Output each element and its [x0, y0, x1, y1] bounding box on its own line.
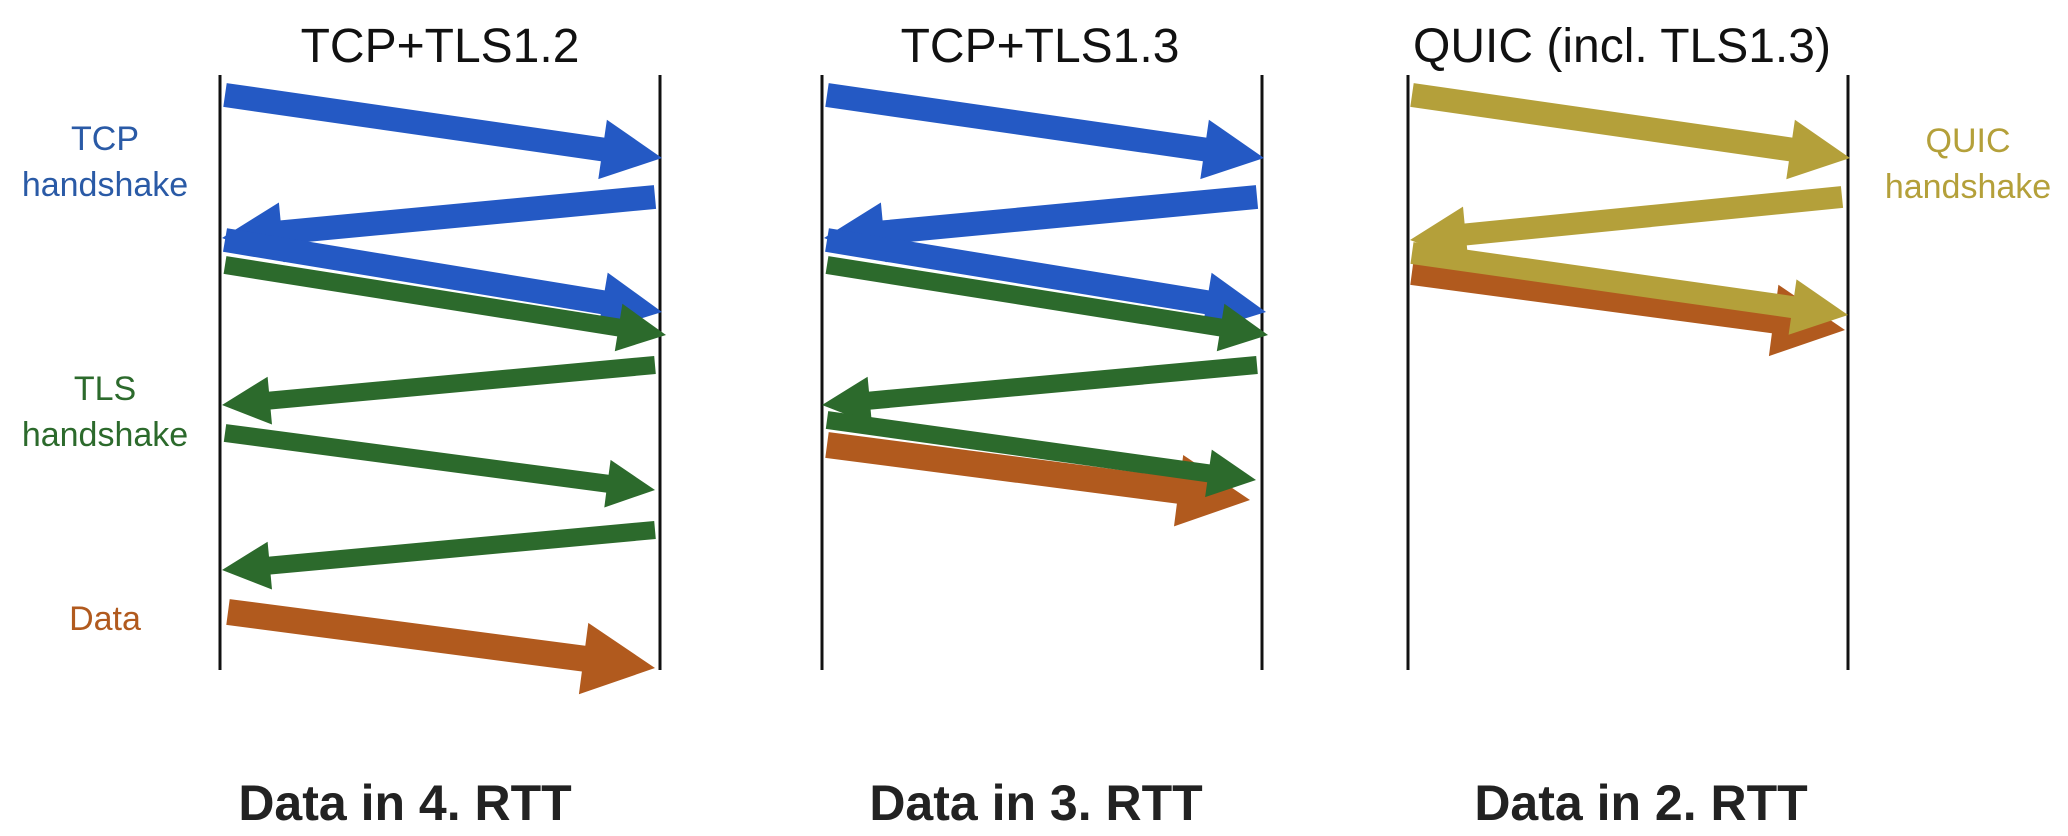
arrow-col2-msg7-tls-right [825, 411, 1256, 498]
column-title-quic: QUIC (incl. TLS1.3) [1413, 20, 1831, 73]
arrow-col1-msg2-tcp-left [222, 185, 657, 263]
timelines [218, 75, 1850, 670]
tcp-handshake-label: TCP handshake [22, 120, 188, 204]
message-arrows [222, 83, 1850, 695]
arrow-col3-msg1-quic-right [1410, 83, 1850, 180]
arrow-col1-msg5-tls-left [222, 356, 656, 425]
tls-handshake-label-line1: TLS [74, 370, 136, 408]
arrow-col1-msg7-tls-left [222, 521, 656, 590]
tls-handshake-label: TLS handshake [22, 370, 188, 454]
arrow-col2-msg4-tls-right [825, 256, 1268, 352]
arrow-col2-msg2-tcp-left [824, 185, 1259, 263]
quic-handshake-label: QUIC handshake [1885, 122, 2051, 206]
arrow-col1-msg4-tls-right [223, 256, 666, 352]
tcp-handshake-label-line1: TCP [71, 120, 139, 158]
caption-tcp-tls12: Data in 4. RTT [238, 775, 571, 831]
arrow-col3-msg3-data-right [1410, 259, 1845, 357]
caption-quic: Data in 2. RTT [1474, 775, 1807, 831]
data-label: Data [69, 600, 141, 638]
quic-handshake-label-line2: handshake [1885, 168, 2051, 206]
arrow-col1-msg1-tcp-right [223, 83, 663, 180]
arrow-col1-msg6-tls-right [223, 424, 656, 508]
arrow-col2-msg3-tcp-right [825, 228, 1266, 332]
column-title-tcp-tls13: TCP+TLS1.3 [901, 20, 1180, 73]
arrow-col2-msg5-tls-left [822, 356, 1258, 425]
arrow-col3-msg4-quic-right [1410, 242, 1848, 335]
quic-handshake-label-line1: QUIC [1926, 122, 2011, 160]
arrow-col2-msg1-tcp-right [825, 83, 1264, 180]
tls-handshake-label-line2: handshake [22, 416, 188, 454]
arrow-col2-msg6-data-right [825, 432, 1250, 527]
column-title-tcp-tls12: TCP+TLS1.2 [301, 20, 580, 73]
arrow-col1-msg8-data-right [226, 599, 656, 695]
tcp-handshake-label-line2: handshake [22, 166, 188, 204]
arrow-col3-msg2-quic-left [1410, 186, 1844, 263]
caption-tcp-tls13: Data in 3. RTT [869, 775, 1202, 831]
arrow-col1-msg3-tcp-right [223, 228, 662, 332]
